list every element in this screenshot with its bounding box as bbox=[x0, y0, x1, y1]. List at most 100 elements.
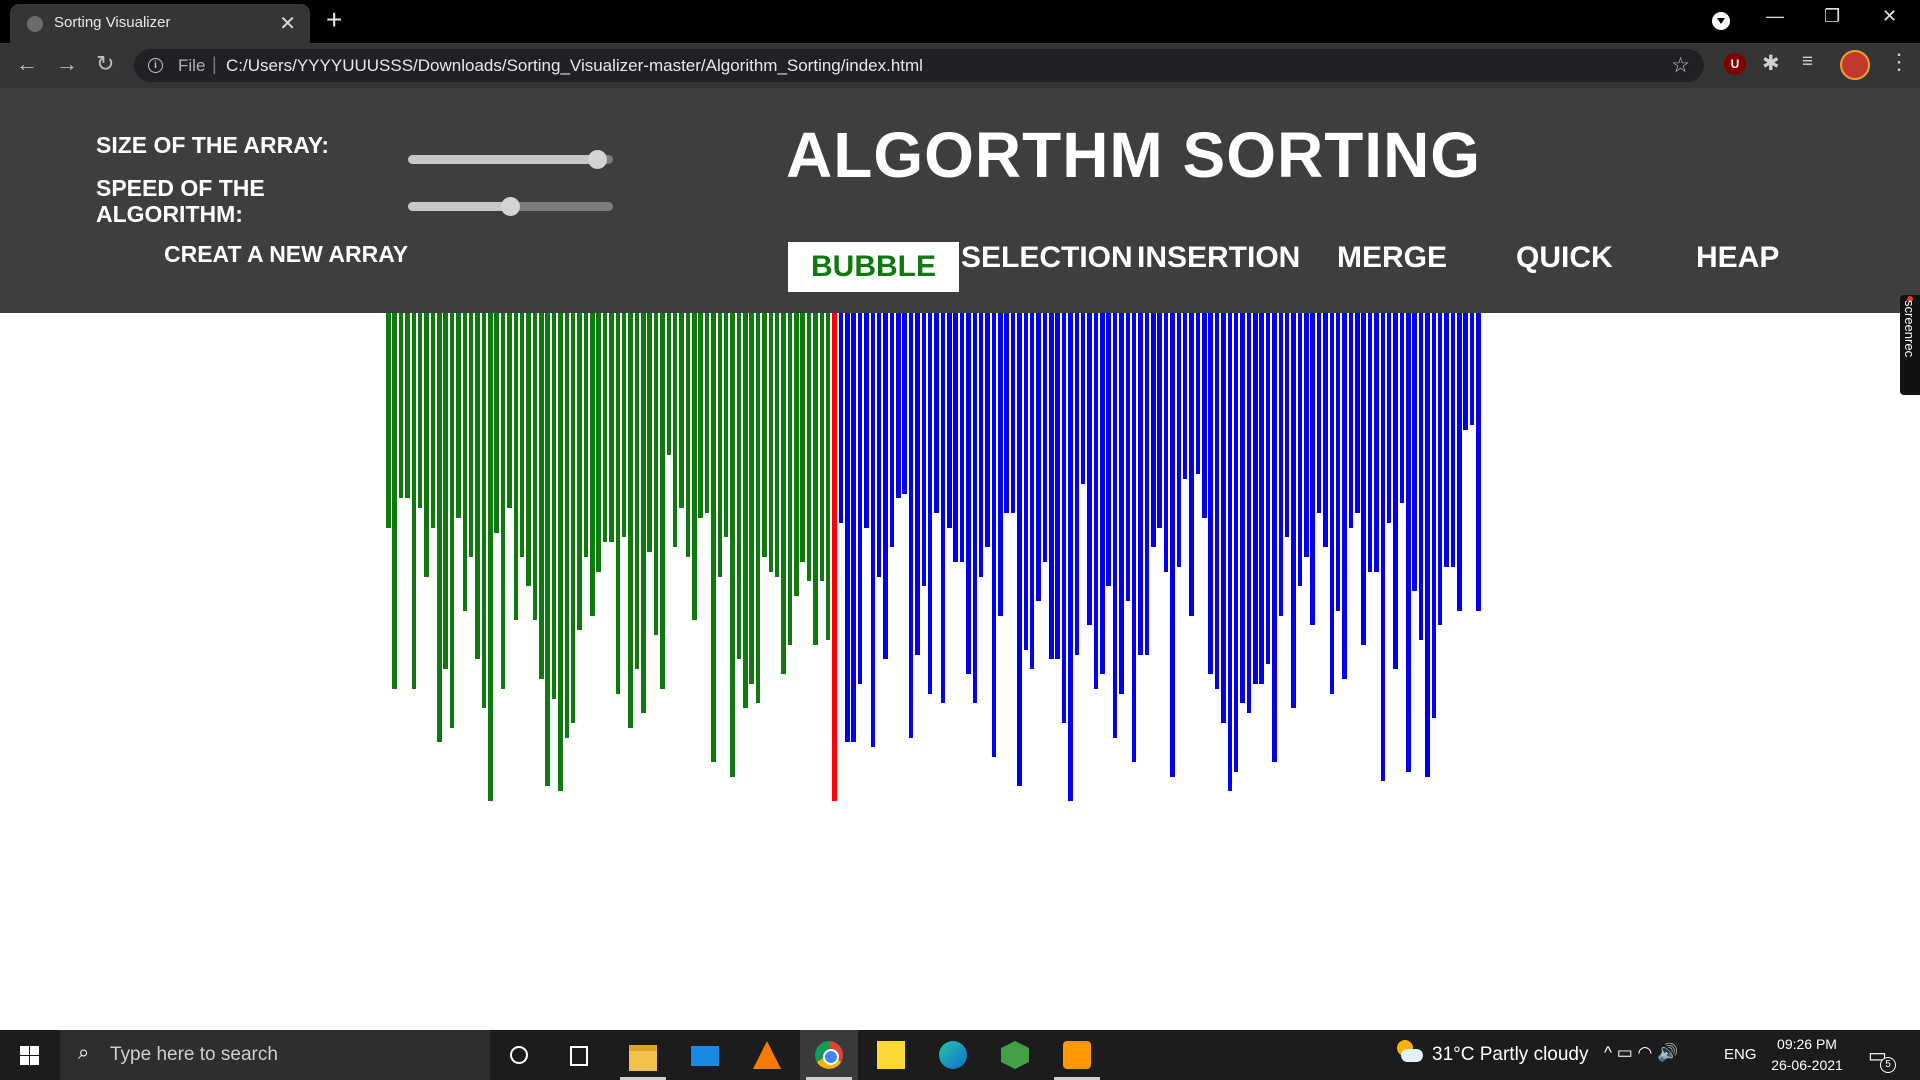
sorted-bar bbox=[532, 313, 538, 620]
unsorted-bar bbox=[1310, 313, 1315, 625]
unsorted-bar bbox=[934, 313, 939, 513]
unsorted-bar bbox=[1208, 313, 1213, 674]
sublime-text-icon[interactable] bbox=[1048, 1030, 1106, 1080]
unsorted-bar bbox=[1444, 313, 1449, 567]
sticky-notes-icon[interactable] bbox=[862, 1030, 920, 1080]
sorted-bar bbox=[653, 313, 659, 635]
weather-widget[interactable]: 31°C Partly cloudy bbox=[1390, 1044, 1589, 1066]
browser-menu-icon[interactable]: ⋮ bbox=[1888, 49, 1910, 74]
windows-start-icon[interactable] bbox=[20, 1046, 39, 1065]
clock-date[interactable]: 26-06-2021 bbox=[1771, 1057, 1843, 1073]
windows-taskbar: ⌕ Type here to search 31°C Partly cloudy bbox=[0, 1030, 1920, 1080]
unsorted-bar bbox=[1233, 313, 1239, 772]
sorted-bar bbox=[602, 313, 608, 542]
unsorted-bar bbox=[1189, 313, 1194, 616]
close-tab-icon[interactable]: ✕ bbox=[279, 13, 296, 35]
quick-sort-button[interactable]: QUICK bbox=[1516, 241, 1613, 274]
vlc-icon[interactable] bbox=[738, 1030, 796, 1080]
chrome-icon[interactable] bbox=[800, 1030, 858, 1080]
back-arrow-icon[interactable]: ← bbox=[16, 51, 38, 76]
media-control-icon[interactable]: ≡ bbox=[1802, 51, 1814, 72]
edge-icon[interactable] bbox=[924, 1030, 982, 1080]
unsorted-bar bbox=[1431, 313, 1436, 718]
cortana-icon[interactable] bbox=[490, 1030, 548, 1080]
heap-sort-button[interactable]: HEAP bbox=[1696, 241, 1780, 274]
sorted-bar bbox=[781, 313, 786, 674]
selection-sort-button[interactable]: SELECTION bbox=[961, 241, 1133, 274]
unsorted-bar bbox=[1176, 313, 1181, 567]
close-window-button[interactable]: ✕ bbox=[1882, 6, 1898, 26]
globe-icon bbox=[27, 16, 43, 32]
unsorted-bar bbox=[1297, 313, 1303, 586]
visualizer-header: SIZE OF THE ARRAY: SPEED OF THE ALGORITH… bbox=[0, 88, 1920, 313]
unsorted-bar bbox=[998, 313, 1003, 616]
sorted-bar bbox=[717, 313, 722, 577]
unsorted-bar bbox=[1393, 313, 1398, 669]
sorted-bar bbox=[609, 313, 614, 542]
tab-title: Sorting Visualizer bbox=[54, 14, 171, 31]
url-text[interactable]: C:/Users/YYYYUUUSSS/Downloads/Sorting_Vi… bbox=[226, 56, 923, 75]
speed-slider-thumb[interactable] bbox=[501, 197, 520, 216]
unsorted-bar bbox=[972, 313, 977, 703]
unsorted-bar bbox=[1036, 313, 1041, 601]
task-view-icon[interactable] bbox=[550, 1030, 608, 1080]
array-size-slider[interactable] bbox=[408, 150, 613, 169]
unsorted-bar bbox=[1138, 313, 1143, 655]
sorted-bar bbox=[647, 313, 652, 552]
insertion-sort-button[interactable]: INSERTION bbox=[1137, 241, 1301, 274]
system-tray-icons[interactable]: ^ ▭ ◠ 🔊 bbox=[1604, 1043, 1679, 1062]
forward-arrow-icon[interactable]: → bbox=[56, 51, 78, 76]
bookmark-star-icon[interactable]: ☆ bbox=[1671, 54, 1690, 77]
tab-search-icon[interactable] bbox=[1712, 12, 1730, 30]
browser-tab[interactable]: Sorting Visualizer ✕ bbox=[10, 4, 310, 43]
node-icon[interactable] bbox=[986, 1030, 1044, 1080]
taskbar-search-box[interactable]: ⌕ Type here to search bbox=[60, 1030, 490, 1080]
array-size-slider-thumb[interactable] bbox=[588, 150, 608, 169]
address-bar[interactable]: i File | C:/Users/YYYYUUUSSS/Downloads/S… bbox=[134, 49, 1704, 82]
profile-avatar[interactable] bbox=[1840, 50, 1870, 80]
restore-button[interactable]: ❐ bbox=[1824, 6, 1841, 26]
unsorted-bar bbox=[1272, 313, 1277, 762]
sorted-bar bbox=[698, 313, 703, 518]
sorted-bar bbox=[551, 313, 557, 699]
sorted-bar bbox=[768, 313, 773, 572]
language-indicator[interactable]: ENG bbox=[1724, 1046, 1757, 1063]
minimize-button[interactable]: — bbox=[1766, 6, 1784, 26]
mail-icon[interactable] bbox=[676, 1030, 734, 1080]
sorted-bar bbox=[723, 313, 729, 537]
unsorted-bar bbox=[1418, 313, 1424, 640]
file-explorer-icon[interactable] bbox=[614, 1030, 672, 1080]
unsorted-bar bbox=[857, 313, 863, 684]
unsorted-bar bbox=[1068, 313, 1073, 801]
info-icon[interactable]: i bbox=[148, 58, 163, 73]
unsorted-bar bbox=[1284, 313, 1290, 537]
unsorted-bar bbox=[1463, 313, 1468, 430]
speed-slider[interactable] bbox=[408, 197, 613, 216]
extensions-puzzle-icon[interactable]: ✱ bbox=[1762, 52, 1780, 75]
unsorted-bar bbox=[1061, 313, 1067, 723]
clock-time[interactable]: 09:26 PM bbox=[1777, 1036, 1837, 1052]
unsorted-bar bbox=[1278, 313, 1283, 616]
unsorted-bar bbox=[947, 313, 952, 528]
unsorted-bar bbox=[1399, 313, 1405, 503]
reload-icon[interactable]: ↻ bbox=[96, 51, 115, 76]
speed-slider-fill bbox=[408, 202, 511, 211]
unsorted-bar bbox=[1202, 313, 1207, 518]
screenrec-tab[interactable] bbox=[1900, 295, 1920, 395]
new-tab-button[interactable]: + bbox=[326, 4, 343, 35]
unsorted-bar bbox=[851, 313, 856, 742]
unsorted-bar bbox=[985, 313, 990, 547]
sorted-bar bbox=[449, 313, 455, 728]
merge-sort-button[interactable]: MERGE bbox=[1337, 241, 1448, 274]
array-size-label: SIZE OF THE ARRAY: bbox=[96, 132, 329, 158]
weather-text: 31°C Partly cloudy bbox=[1432, 1044, 1589, 1065]
sorted-bar bbox=[405, 313, 410, 498]
unsorted-bar bbox=[1304, 313, 1309, 557]
unsorted-bar bbox=[1182, 313, 1188, 479]
unsorted-bar bbox=[1087, 313, 1092, 625]
new-array-button[interactable]: CREAT A NEW ARRAY bbox=[164, 241, 409, 267]
ublock-extension-icon[interactable]: U bbox=[1724, 53, 1746, 75]
sorted-bar bbox=[819, 313, 824, 581]
sorted-bar bbox=[468, 313, 474, 557]
bubble-sort-button[interactable]: BUBBLE bbox=[788, 242, 959, 292]
